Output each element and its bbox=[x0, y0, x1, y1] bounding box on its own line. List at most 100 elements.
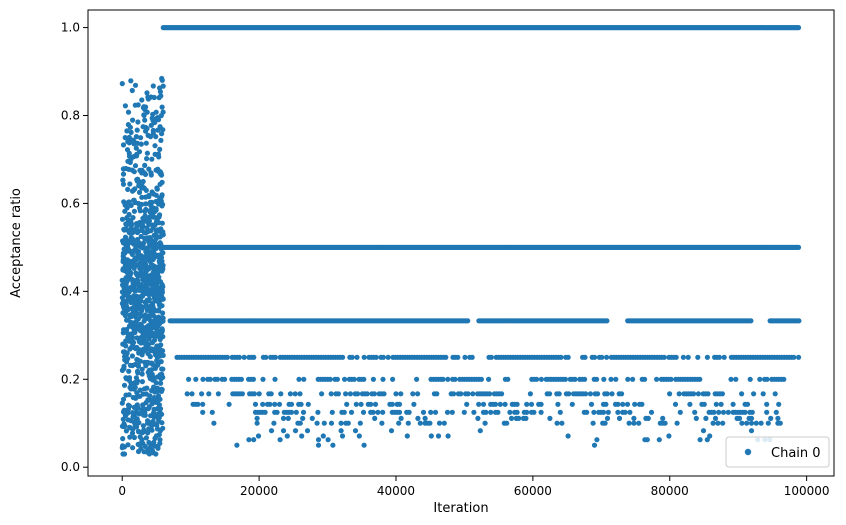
data-point bbox=[149, 371, 155, 377]
data-point bbox=[122, 135, 128, 141]
data-point bbox=[730, 401, 736, 407]
data-point bbox=[147, 303, 153, 309]
data-point bbox=[642, 376, 648, 382]
data-point bbox=[715, 420, 721, 426]
data-point bbox=[125, 199, 131, 205]
data-point bbox=[604, 354, 610, 360]
data-point bbox=[488, 409, 494, 415]
data-point bbox=[134, 272, 140, 278]
data-point bbox=[296, 376, 302, 382]
data-point bbox=[127, 295, 133, 301]
data-point bbox=[160, 296, 166, 302]
data-point bbox=[557, 409, 563, 415]
data-point bbox=[157, 169, 163, 175]
data-point bbox=[143, 282, 150, 288]
data-point bbox=[751, 391, 757, 397]
data-point bbox=[129, 188, 136, 194]
data-point bbox=[335, 391, 341, 397]
data-point bbox=[134, 287, 140, 293]
data-point bbox=[748, 420, 755, 426]
data-point bbox=[152, 207, 158, 213]
data-point bbox=[189, 391, 195, 397]
data-point bbox=[251, 354, 257, 360]
data-point bbox=[315, 442, 322, 448]
data-point bbox=[146, 240, 153, 246]
data-point bbox=[200, 409, 206, 415]
data-point bbox=[135, 252, 141, 258]
data-point bbox=[124, 350, 130, 356]
data-point bbox=[156, 258, 162, 264]
data-point bbox=[129, 87, 135, 94]
data-point bbox=[297, 391, 303, 397]
data-point bbox=[697, 376, 703, 382]
data-point bbox=[470, 391, 476, 397]
data-point bbox=[757, 376, 763, 382]
data-point bbox=[587, 391, 594, 397]
data-point bbox=[672, 401, 679, 407]
data-point bbox=[125, 442, 131, 448]
data-point bbox=[150, 257, 156, 263]
data-point bbox=[406, 409, 412, 415]
data-point bbox=[604, 318, 610, 324]
data-point bbox=[370, 376, 376, 382]
data-point bbox=[744, 420, 750, 426]
data-point bbox=[616, 415, 623, 421]
data-point bbox=[398, 391, 404, 397]
data-point bbox=[631, 420, 637, 426]
data-point bbox=[120, 443, 126, 449]
data-point bbox=[615, 401, 621, 407]
data-point bbox=[764, 409, 770, 415]
data-point bbox=[673, 354, 679, 360]
data-point bbox=[122, 103, 128, 109]
data-point bbox=[410, 391, 416, 397]
data-point bbox=[347, 391, 353, 397]
data-point bbox=[150, 270, 156, 277]
data-point bbox=[120, 416, 126, 422]
data-point bbox=[619, 391, 625, 397]
data-point bbox=[693, 415, 699, 421]
data-point bbox=[505, 376, 511, 382]
data-point bbox=[146, 166, 152, 172]
data-point bbox=[487, 391, 493, 397]
data-point bbox=[361, 376, 367, 382]
data-point bbox=[482, 420, 488, 426]
x-tick-label: 80000 bbox=[651, 484, 689, 498]
data-point bbox=[150, 83, 156, 89]
data-point bbox=[123, 392, 129, 398]
data-point bbox=[300, 415, 306, 421]
data-point bbox=[151, 191, 157, 197]
data-point bbox=[572, 376, 578, 382]
data-point bbox=[288, 409, 295, 415]
data-point bbox=[130, 410, 136, 416]
data-point bbox=[140, 124, 146, 130]
data-point bbox=[143, 303, 149, 309]
data-point bbox=[389, 401, 395, 407]
data-point bbox=[153, 109, 159, 115]
data-point bbox=[186, 376, 192, 382]
data-point bbox=[155, 127, 161, 133]
data-point bbox=[150, 284, 156, 290]
data-point bbox=[153, 219, 160, 225]
data-point bbox=[364, 391, 370, 397]
data-point bbox=[608, 376, 614, 382]
data-point bbox=[207, 376, 213, 382]
data-point bbox=[137, 358, 143, 364]
data-point bbox=[135, 405, 141, 411]
data-point bbox=[791, 354, 797, 360]
data-point bbox=[145, 419, 151, 425]
data-point bbox=[139, 97, 145, 103]
data-point bbox=[590, 420, 596, 426]
data-point bbox=[639, 401, 645, 407]
data-point bbox=[136, 189, 143, 195]
data-point bbox=[758, 420, 764, 426]
data-point bbox=[145, 430, 151, 436]
data-point bbox=[636, 420, 642, 426]
data-point bbox=[143, 201, 149, 207]
data-point bbox=[137, 441, 143, 447]
y-tick-label: 0.0 bbox=[61, 460, 80, 474]
data-point bbox=[159, 104, 165, 110]
data-point bbox=[129, 261, 135, 267]
data-point bbox=[149, 248, 155, 254]
data-point bbox=[156, 402, 162, 408]
data-point bbox=[594, 437, 600, 443]
